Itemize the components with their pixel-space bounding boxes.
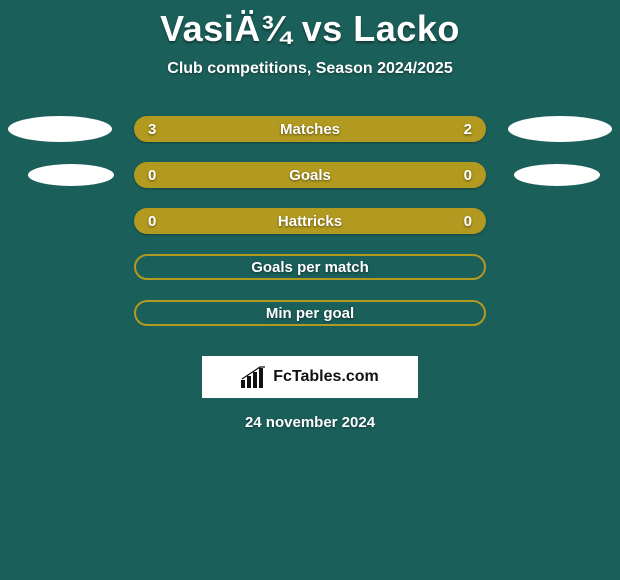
- stat-pill: 0 Hattricks 0: [134, 208, 486, 234]
- stat-label: Hattricks: [278, 213, 342, 230]
- stat-pill: 3 Matches 2: [134, 116, 486, 142]
- stat-row-goals-per-match: Goals per match: [0, 254, 620, 300]
- stat-pill: Min per goal: [134, 300, 486, 326]
- brand-text: FcTables.com: [273, 368, 379, 386]
- stat-label: Goals: [289, 167, 331, 184]
- avatar-left: [8, 116, 112, 142]
- stat-label: Min per goal: [266, 305, 354, 322]
- stat-left-value: 0: [148, 167, 156, 184]
- stat-label: Goals per match: [251, 259, 369, 276]
- avatar-right: [508, 116, 612, 142]
- avatar-right: [514, 164, 600, 186]
- stat-right-value: 0: [464, 213, 472, 230]
- stat-left-value: 0: [148, 213, 156, 230]
- date-text: 24 november 2024: [0, 414, 620, 431]
- stat-right-value: 0: [464, 167, 472, 184]
- stat-row-goals: 0 Goals 0: [0, 162, 620, 208]
- brand-box[interactable]: FcTables.com: [202, 356, 418, 398]
- stat-row-hattricks: 0 Hattricks 0: [0, 208, 620, 254]
- stat-row-matches: 3 Matches 2: [0, 116, 620, 162]
- stat-pill: Goals per match: [134, 254, 486, 280]
- page-title: VasiÄ¾ vs Lacko: [0, 0, 620, 50]
- stats-rows: 3 Matches 2 0 Goals 0 0 Hattricks 0 Goal…: [0, 116, 620, 346]
- stat-label: Matches: [280, 121, 340, 138]
- stat-pill: 0 Goals 0: [134, 162, 486, 188]
- stat-left-value: 3: [148, 121, 156, 138]
- avatar-left: [28, 164, 114, 186]
- stat-right-value: 2: [464, 121, 472, 138]
- stat-row-min-per-goal: Min per goal: [0, 300, 620, 346]
- page-subtitle: Club competitions, Season 2024/2025: [0, 60, 620, 78]
- bar-chart-icon: [241, 366, 267, 388]
